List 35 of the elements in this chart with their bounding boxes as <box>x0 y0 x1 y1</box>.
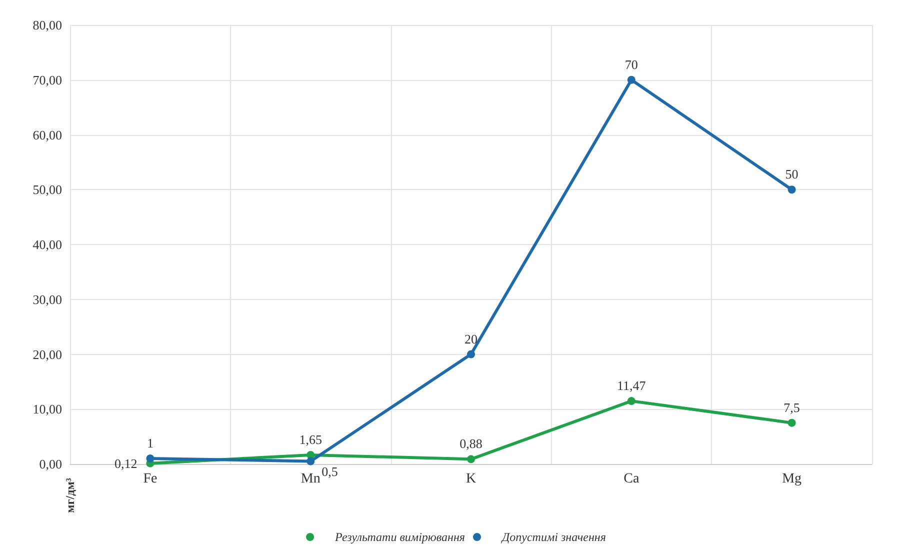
legend-label: Допустимі значення <box>501 530 606 544</box>
data-label: 0,5 <box>322 464 338 479</box>
data-label: 1 <box>146 436 154 451</box>
point <box>788 186 796 194</box>
x-tick-label: Ca <box>624 472 640 486</box>
legend-label: Результати вимірювання <box>334 530 466 544</box>
y-axis-title: мг/дм³ <box>63 478 77 513</box>
y-tick-label: 30,00 <box>32 292 62 307</box>
x-tick-label: Mg <box>782 472 802 486</box>
data-label: 7,5 <box>784 400 800 415</box>
point <box>627 76 636 84</box>
data-label: 20 <box>464 331 478 346</box>
point <box>467 455 475 464</box>
x-tick-label: K <box>466 472 476 486</box>
point <box>146 454 154 463</box>
y-tick-label: 80,00 <box>32 18 62 32</box>
point <box>467 350 475 358</box>
y-tick-label: 40,00 <box>32 237 62 252</box>
y-tick-label: 20,00 <box>32 346 62 362</box>
y-tick-label: 60,00 <box>32 127 62 142</box>
point <box>306 457 315 466</box>
y-tick-label: 0,00 <box>39 456 62 472</box>
x-tick-label: Mn <box>300 472 320 486</box>
data-label: 0,12 <box>114 456 138 471</box>
y-tick-label: 10,00 <box>32 402 62 417</box>
point <box>627 397 636 406</box>
point <box>788 418 796 427</box>
data-label: 0,88 <box>460 436 482 452</box>
data-label: 11,47 <box>617 378 646 394</box>
y-tick-label: 70,00 <box>32 72 62 88</box>
data-label: 50 <box>785 166 798 182</box>
data-label: 70 <box>624 56 638 72</box>
y-tick-label: 50,00 <box>32 182 62 198</box>
data-label: 1,65 <box>299 432 322 447</box>
x-tick-label: Fe <box>143 472 158 486</box>
